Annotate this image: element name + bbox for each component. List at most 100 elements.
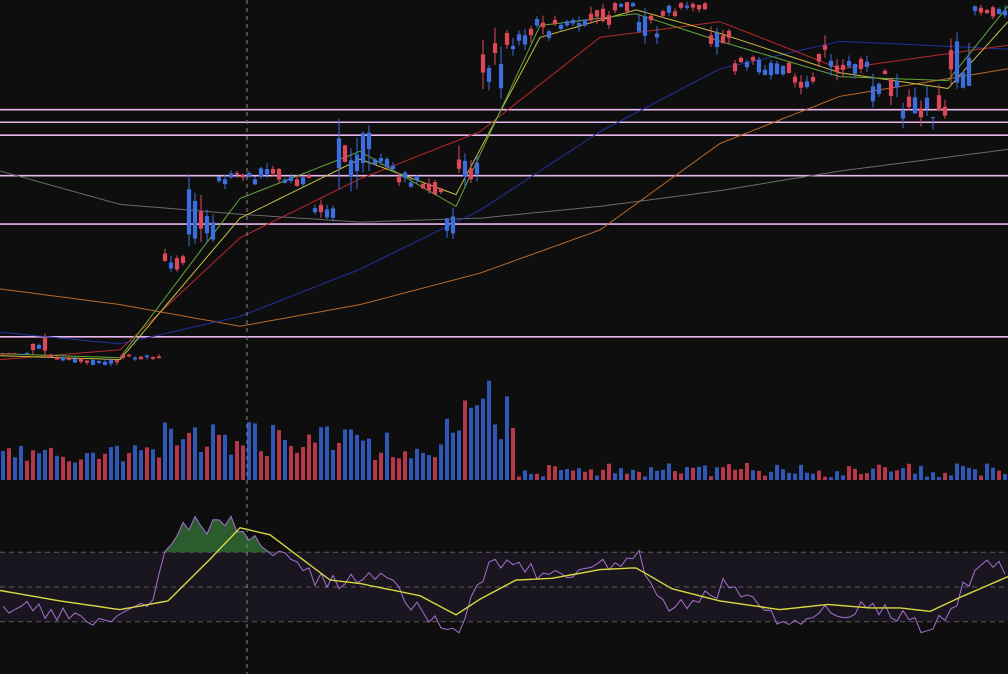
volume-bar: [145, 447, 149, 480]
candle-body: [108, 360, 114, 364]
candle: [558, 22, 564, 32]
candle-body: [456, 159, 462, 169]
candle-body: [486, 67, 492, 83]
candle-body: [498, 64, 504, 89]
volume-bar: [313, 442, 317, 480]
candle-body: [978, 7, 984, 13]
candle-body: [492, 43, 498, 54]
volume-bar: [37, 453, 41, 480]
volume-bar: [331, 450, 335, 480]
volume-bar: [799, 464, 803, 480]
candle-body: [378, 158, 384, 162]
candle: [636, 13, 642, 34]
moving-average-line-ma_gray: [0, 148, 1008, 223]
candle-body: [72, 358, 78, 363]
volume-bar: [865, 473, 869, 480]
candle-body: [642, 16, 648, 36]
volume-bar: [247, 422, 251, 480]
candle-body: [252, 179, 258, 185]
volume-bar: [229, 454, 233, 480]
candle-body: [558, 24, 564, 30]
candle-body: [168, 262, 174, 269]
candle: [432, 179, 438, 196]
candle-body: [858, 59, 864, 69]
candle: [618, 2, 624, 8]
candle-body: [612, 3, 618, 11]
volume-bar: [577, 468, 581, 480]
candle: [450, 207, 456, 240]
candle: [870, 73, 876, 108]
candle-body: [582, 19, 588, 26]
candle-body: [804, 81, 810, 88]
candle: [888, 78, 894, 106]
rsi-overbought-fill: [165, 516, 645, 553]
volume-bar: [397, 458, 401, 480]
volume-bar: [187, 432, 191, 480]
candle: [594, 9, 600, 25]
volume-bar: [505, 396, 509, 480]
volume-bar: [745, 462, 749, 480]
candle-body: [900, 110, 906, 119]
candle-body: [510, 45, 516, 50]
candle: [720, 29, 726, 44]
volume-bar: [175, 445, 179, 480]
candle: [54, 355, 60, 360]
volume-bar: [913, 473, 917, 480]
candle: [132, 356, 138, 361]
candle: [174, 255, 180, 272]
volume-bar: [379, 452, 383, 480]
candle: [468, 159, 474, 183]
candle: [672, 8, 678, 18]
candle: [624, 2, 630, 15]
candle: [198, 194, 204, 243]
candle: [36, 343, 42, 349]
rsi-signal-line: [0, 527, 1008, 616]
candle: [876, 82, 882, 97]
candle: [42, 333, 48, 355]
volume-bar: [523, 470, 527, 480]
candle: [930, 116, 936, 130]
candle: [348, 148, 354, 192]
volume-bar: [733, 469, 737, 480]
volume-bar: [343, 429, 347, 480]
volume-bar: [349, 429, 353, 480]
candle-body: [516, 34, 522, 41]
volume-bar: [991, 467, 995, 480]
candle: [0, 352, 6, 355]
candle-body: [174, 258, 180, 270]
candle-body: [750, 57, 756, 61]
candle: [240, 173, 246, 182]
volume-bar: [625, 473, 629, 480]
horizontal-levels: [0, 108, 1008, 338]
volume-bar: [937, 477, 941, 480]
candle: [204, 209, 210, 243]
candle: [948, 38, 954, 85]
candle-body: [564, 21, 570, 26]
candle-body: [294, 179, 300, 187]
candle-body: [660, 11, 666, 16]
candle: [546, 29, 552, 41]
volume-bar: [877, 464, 881, 480]
candle-body: [324, 209, 330, 218]
volume-bar: [661, 469, 665, 480]
candle-body: [552, 19, 558, 25]
volume-bar: [547, 465, 551, 480]
volume-bar: [691, 467, 695, 480]
candle: [960, 70, 966, 89]
volume-bar: [721, 467, 725, 480]
candle-body: [468, 168, 474, 180]
candle-body: [276, 168, 282, 180]
candle: [696, 4, 702, 13]
candle-body: [684, 5, 690, 8]
volume-bar: [961, 466, 965, 480]
volume-bar: [883, 467, 887, 480]
candle: [342, 144, 348, 163]
volume-bar: [451, 432, 455, 480]
volume-bar: [529, 473, 533, 480]
volume-bar: [13, 457, 17, 480]
candle-body: [936, 95, 942, 111]
candle: [444, 217, 450, 238]
candle-body: [894, 80, 900, 88]
